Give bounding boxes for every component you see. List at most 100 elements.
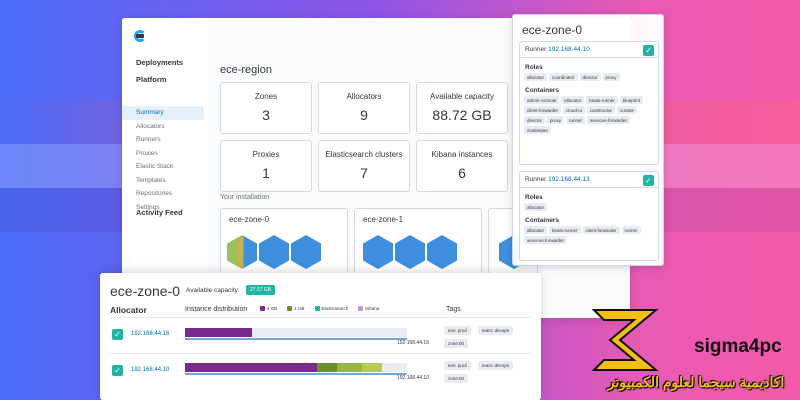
container-badges: allocator beats-runner client-forwarder … xyxy=(520,226,658,244)
container-badge: client-forwarder xyxy=(524,106,562,114)
legend-item-1gb: 1 GB xyxy=(287,306,305,312)
container-badge: proxy xyxy=(547,116,565,124)
container-badge: admin-console xyxy=(524,96,560,104)
runner-header: Runner 192.168.44.13 ✓ xyxy=(520,172,658,188)
runner-header: Runner 192.168.44.10 ✓ xyxy=(520,42,658,58)
summary-content: ece-region Zones 3 Allocators 9 Availabl… xyxy=(208,18,630,318)
allocator-ip-link[interactable]: 192.168.44.16 xyxy=(131,331,170,337)
legend-item-4gb: 4 GB xyxy=(260,306,277,312)
runner-label: Runner xyxy=(525,176,547,183)
roles-title: Roles xyxy=(525,194,543,201)
container-badge: allocator xyxy=(524,226,548,234)
zone-detail-panel: ece-zone-0 Available capacity: 27.57 GB … xyxy=(100,273,541,400)
brand-name: sigma4pc xyxy=(694,336,782,357)
containers-title: Containers xyxy=(525,87,559,94)
row-divider xyxy=(110,353,531,354)
runner-label: Runner xyxy=(525,46,547,53)
roles-badges: allocator xyxy=(520,203,658,211)
runner-ip-link[interactable]: 192.168.44.10 xyxy=(548,46,590,53)
container-badges: admin-console allocator beats-runner blu… xyxy=(520,96,658,134)
tag-badge: env: prod xyxy=(444,326,471,335)
container-badge: runner xyxy=(566,116,586,124)
container-badge: zookeeper xyxy=(524,126,552,134)
container-badge: blueprint xyxy=(619,96,644,104)
col-header-allocator[interactable]: Allocator xyxy=(110,305,147,315)
nav-item-proxies[interactable]: Proxies xyxy=(136,149,158,157)
container-badge: runner xyxy=(621,226,641,234)
container-badge: constructor xyxy=(586,106,616,114)
container-badge: client-forwarder xyxy=(582,226,620,234)
tag-badge: team: devops xyxy=(478,326,514,335)
stat-label: Allocators xyxy=(346,92,382,101)
stat-kibana-instances[interactable]: Kibana instances 6 xyxy=(416,140,508,192)
stat-allocators[interactable]: Allocators 9 xyxy=(318,82,410,134)
row-select-checkbox[interactable]: ✓ xyxy=(112,329,123,340)
stat-label: Elasticsearch clusters xyxy=(325,150,403,159)
nav-item-settings[interactable]: Settings xyxy=(136,203,160,211)
tag-badge: env: prod xyxy=(444,361,471,370)
nav-platform[interactable]: Platform xyxy=(136,75,167,84)
allocator-hex[interactable] xyxy=(427,235,457,269)
elastic-cloud-logo[interactable] xyxy=(132,28,148,44)
distribution-baseline xyxy=(185,373,407,375)
nav-item-runners[interactable]: Runners xyxy=(136,136,161,143)
stat-value: 9 xyxy=(360,107,368,123)
tag-badge: team: devops xyxy=(478,361,514,370)
nav-item-templates[interactable]: Templates xyxy=(136,176,166,184)
allocator-hex[interactable] xyxy=(395,235,425,269)
check-icon: ✓ xyxy=(645,176,652,185)
container-badge: beats-runner xyxy=(549,226,581,234)
stat-value: 1 xyxy=(262,165,270,181)
tag-badge: zone:00 xyxy=(444,374,469,383)
runner-select-checkbox[interactable]: ✓ xyxy=(643,175,654,186)
check-icon: ✓ xyxy=(645,46,652,55)
capacity-label: Available capacity: xyxy=(186,287,240,294)
stat-value: 7 xyxy=(360,165,368,181)
bar-ip-label: 192.168.44.16 xyxy=(397,340,429,346)
nav-item-repositories[interactable]: Repositories xyxy=(136,190,173,197)
stat-label: Kibana instances xyxy=(431,150,493,159)
nav-activity-feed[interactable]: Activity Feed xyxy=(136,208,183,217)
nav-item-summary[interactable]: Summary xyxy=(122,106,204,120)
runner-panel-title: ece-zone-0 xyxy=(522,23,583,37)
row-divider xyxy=(110,317,531,318)
zone-panel-title: ece-zone-0 xyxy=(110,283,181,299)
nav-item-allocators[interactable]: Allocators xyxy=(136,122,165,130)
runner-panel: ece-zone-0 Runner 192.168.44.10 ✓ Roles … xyxy=(512,14,664,266)
nav-item-elastic-stack[interactable]: Elastic Stack xyxy=(136,163,174,170)
zone-name: ece-zone-1 xyxy=(363,215,404,224)
stat-zones[interactable]: Zones 3 xyxy=(220,82,312,134)
stat-value: 6 xyxy=(458,165,466,181)
allocator-hex[interactable] xyxy=(227,235,257,269)
allocator-ip-link[interactable]: 192.168.44.10 xyxy=(131,367,170,373)
distribution-bar[interactable] xyxy=(185,328,407,337)
runner-card-2: Runner 192.168.44.13 ✓ Roles allocator C… xyxy=(519,171,659,261)
stat-label: Available capacity xyxy=(430,92,494,101)
row-select-checkbox[interactable]: ✓ xyxy=(112,365,123,376)
stat-value: 3 xyxy=(262,107,270,123)
roles-badges: allocator coordinator director proxy xyxy=(520,73,658,81)
bar-segment-4gb xyxy=(185,328,252,337)
runner-ip-link[interactable]: 192.168.44.13 xyxy=(548,176,590,183)
runner-card-1: Runner 192.168.44.10 ✓ Roles allocator c… xyxy=(519,41,659,165)
region-title: ece-region xyxy=(220,64,272,76)
stat-label: Zones xyxy=(254,92,278,101)
stat-elasticsearch-clusters[interactable]: Elasticsearch clusters 7 xyxy=(318,140,410,192)
runner-select-checkbox[interactable]: ✓ xyxy=(643,45,654,56)
role-badge: allocator xyxy=(524,203,548,211)
roles-title: Roles xyxy=(525,64,543,71)
distribution-bar[interactable] xyxy=(185,363,407,372)
allocator-hex[interactable] xyxy=(259,235,289,269)
stat-proxies[interactable]: Proxies 1 xyxy=(220,140,312,192)
zone-card-0[interactable]: ece-zone-0 xyxy=(220,208,348,278)
allocator-hex[interactable] xyxy=(363,235,393,269)
nav-deployments[interactable]: Deployments xyxy=(136,58,184,67)
stat-label: Proxies xyxy=(252,150,280,159)
stat-available-capacity[interactable]: Available capacity 88.72 GB xyxy=(416,82,508,134)
allocator-hex[interactable] xyxy=(291,235,321,269)
bar-segment-1gb xyxy=(317,363,337,372)
bar-ip-label: 192.168.44.10 xyxy=(397,375,429,381)
stat-value: 88.72 GB xyxy=(432,107,492,123)
legend-item-elasticsearch: Elasticsearch xyxy=(314,306,348,312)
zone-card-1[interactable]: ece-zone-1 xyxy=(354,208,482,278)
